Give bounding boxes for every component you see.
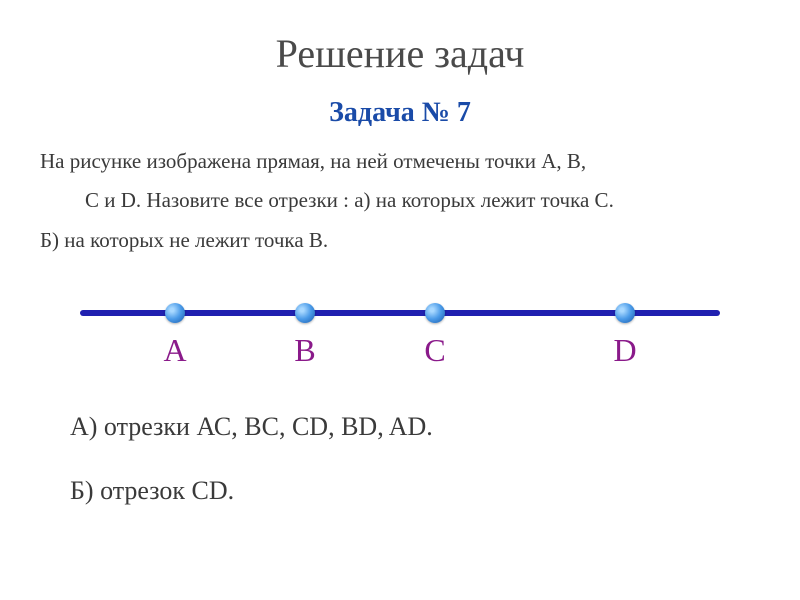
answer-b: Б) отрезок CD.	[70, 469, 760, 513]
point-d-label: D	[613, 332, 636, 369]
problem-text-line1: На рисунке изображена прямая, на ней отм…	[40, 147, 760, 176]
point-a-label: А	[163, 332, 186, 369]
number-line-diagram: А В С D	[80, 290, 720, 380]
point-b-label: В	[294, 332, 315, 369]
point-c-label: С	[424, 332, 445, 369]
point-b	[295, 303, 315, 323]
problem-text-line3: Б) на которых не лежит точка В.	[40, 226, 760, 255]
point-a	[165, 303, 185, 323]
point-d	[615, 303, 635, 323]
answer-a: А) отрезки АС, ВС, СD, ВD, AD.	[70, 405, 760, 449]
point-c	[425, 303, 445, 323]
problem-number: Задача № 7	[40, 97, 760, 129]
problem-text-line2: С и D. Назовите все отрезки : а) на кото…	[40, 186, 760, 215]
page-title: Решение задач	[40, 30, 760, 77]
